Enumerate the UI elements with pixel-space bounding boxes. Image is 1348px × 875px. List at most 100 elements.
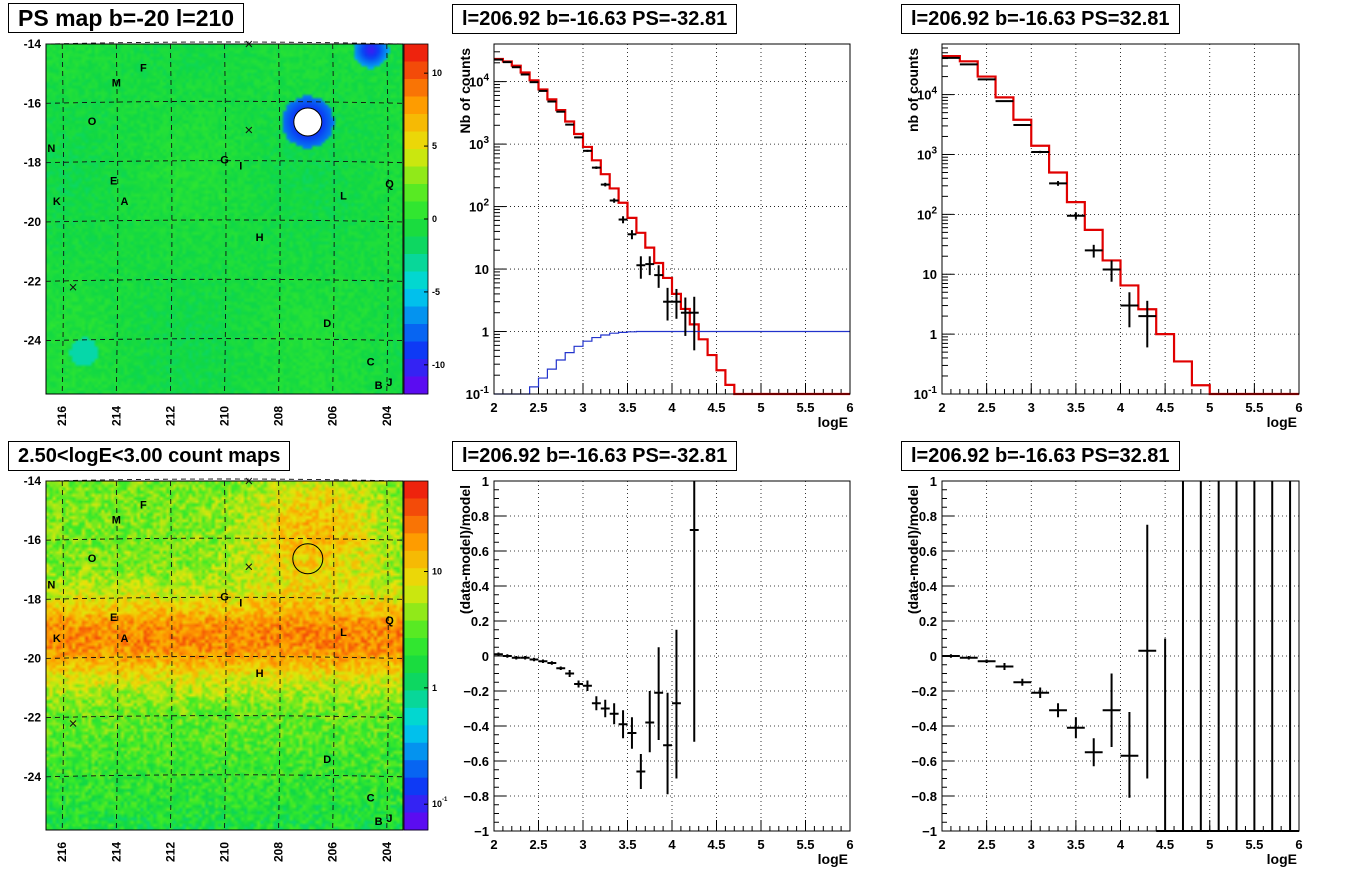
y-tick-label: 0.4 bbox=[471, 579, 490, 594]
y-tick-label: -20 bbox=[24, 215, 42, 229]
y-tick-label: 0.2 bbox=[919, 614, 937, 629]
y-tick-label: −0.4 bbox=[911, 719, 937, 734]
y-tick-label: −0.6 bbox=[463, 754, 489, 769]
y-tick-label: -14 bbox=[24, 37, 42, 51]
y-axis-label: (data-model)/model bbox=[905, 485, 921, 614]
y-tick-label: 0.6 bbox=[919, 544, 937, 559]
x-tick-label: 5 bbox=[1206, 837, 1213, 852]
model-histogram bbox=[942, 54, 1299, 396]
data-point bbox=[654, 647, 664, 740]
data-point bbox=[1138, 524, 1157, 779]
y-axis-label: (data-model)/model bbox=[457, 485, 473, 614]
data-point bbox=[645, 256, 655, 276]
data-point bbox=[538, 659, 548, 663]
x-tick-label: 2 bbox=[938, 400, 945, 415]
colorbar-band bbox=[404, 324, 428, 342]
data-point bbox=[600, 182, 610, 187]
data-point bbox=[672, 288, 681, 319]
data-point bbox=[1066, 717, 1085, 739]
data-point bbox=[1102, 673, 1121, 747]
x-tick-label: 204 bbox=[380, 842, 394, 862]
colorbar-band bbox=[404, 201, 428, 220]
source-label: F bbox=[140, 63, 147, 75]
data-point bbox=[942, 56, 960, 59]
y-tick-label: -16 bbox=[24, 533, 42, 547]
source-label: H bbox=[256, 668, 264, 680]
title-spectrum-right: l=206.92 b=-16.63 PS=32.81 bbox=[901, 4, 1180, 34]
colorbar-band bbox=[404, 306, 428, 325]
x-tick-label: 210 bbox=[218, 406, 232, 426]
y-tick-label: 0.6 bbox=[471, 544, 489, 559]
colorbar-tick-label: 0 bbox=[432, 214, 437, 224]
plot-frame bbox=[493, 43, 851, 395]
colorbar-band bbox=[404, 236, 428, 255]
source-label: F bbox=[140, 500, 147, 512]
source-label: G bbox=[220, 155, 229, 167]
longitude-gridline bbox=[115, 480, 119, 831]
source-label: J bbox=[386, 377, 392, 389]
source-label: K bbox=[53, 633, 61, 645]
data-point bbox=[529, 657, 539, 662]
colorbar-band bbox=[404, 655, 428, 674]
colorbar-band bbox=[404, 620, 428, 639]
colorbar-band bbox=[404, 79, 428, 97]
x-tick-label: 214 bbox=[109, 842, 123, 862]
x-tick-label: 2 bbox=[938, 837, 945, 852]
y-tick-label: 0.8 bbox=[919, 509, 937, 524]
source-label: N bbox=[47, 580, 55, 592]
x-tick-label: 3 bbox=[579, 837, 586, 852]
y-tick-label: 0.4 bbox=[919, 579, 938, 594]
x-tick-label: 6 bbox=[846, 400, 853, 415]
longitude-gridline bbox=[169, 43, 173, 395]
plot-area bbox=[942, 44, 1299, 394]
colorbar-band bbox=[404, 61, 428, 80]
source-label: D bbox=[323, 318, 331, 330]
colorbar-band bbox=[404, 603, 428, 622]
colorbar-tick-label: 10-1 bbox=[432, 797, 448, 809]
title-spectrum-left: l=206.92 b=-16.63 PS=-32.81 bbox=[452, 4, 738, 34]
x-tick-label: 3.5 bbox=[618, 400, 636, 415]
colorbar-band bbox=[404, 795, 428, 814]
x-tick-label: 4 bbox=[1117, 837, 1125, 852]
data-point bbox=[1031, 687, 1050, 698]
source-cross bbox=[245, 477, 253, 485]
source-label: O bbox=[88, 116, 97, 128]
y-tick-label: 10-1 bbox=[914, 385, 938, 402]
data-point bbox=[583, 680, 592, 691]
data-point bbox=[529, 81, 539, 84]
longitude-gridline bbox=[61, 43, 65, 395]
data-point bbox=[511, 656, 521, 660]
x-tick-label: 4.5 bbox=[1156, 837, 1174, 852]
x-tick-label: 5.5 bbox=[1245, 400, 1263, 415]
data-point bbox=[591, 696, 601, 711]
x-tick-label: 3 bbox=[579, 400, 586, 415]
y-tick-label: 1 bbox=[930, 474, 937, 489]
data-point bbox=[672, 629, 681, 779]
data-point bbox=[654, 265, 664, 288]
heatmap-pixels bbox=[46, 44, 403, 394]
y-tick-label: 10 bbox=[923, 267, 937, 282]
colorbar-band bbox=[404, 498, 428, 517]
source-label: M bbox=[112, 514, 121, 526]
data-point bbox=[556, 666, 566, 670]
x-tick-label: 4.5 bbox=[707, 400, 725, 415]
colorbar-band bbox=[404, 219, 428, 237]
colorbar-band bbox=[404, 44, 428, 62]
data-point bbox=[1066, 212, 1085, 220]
x-tick-label: 2 bbox=[490, 400, 497, 415]
latitude-gridline bbox=[45, 715, 404, 719]
x-tick-label: 6 bbox=[1295, 400, 1302, 415]
colorbar-band bbox=[404, 760, 428, 779]
source-label: C bbox=[367, 792, 375, 804]
plot-frame bbox=[941, 43, 1300, 395]
colorbar-band bbox=[404, 96, 428, 115]
colorbar-band bbox=[404, 254, 428, 272]
x-axis-label: logE bbox=[818, 851, 848, 867]
longitude-gridline bbox=[224, 43, 227, 395]
colorbar-band bbox=[404, 481, 428, 499]
longitude-gridline bbox=[386, 43, 389, 395]
x-tick-label: 214 bbox=[109, 406, 123, 426]
longitude-gridline bbox=[386, 480, 389, 831]
source-circle bbox=[292, 543, 324, 575]
x-axis-label: logE bbox=[1267, 851, 1297, 867]
